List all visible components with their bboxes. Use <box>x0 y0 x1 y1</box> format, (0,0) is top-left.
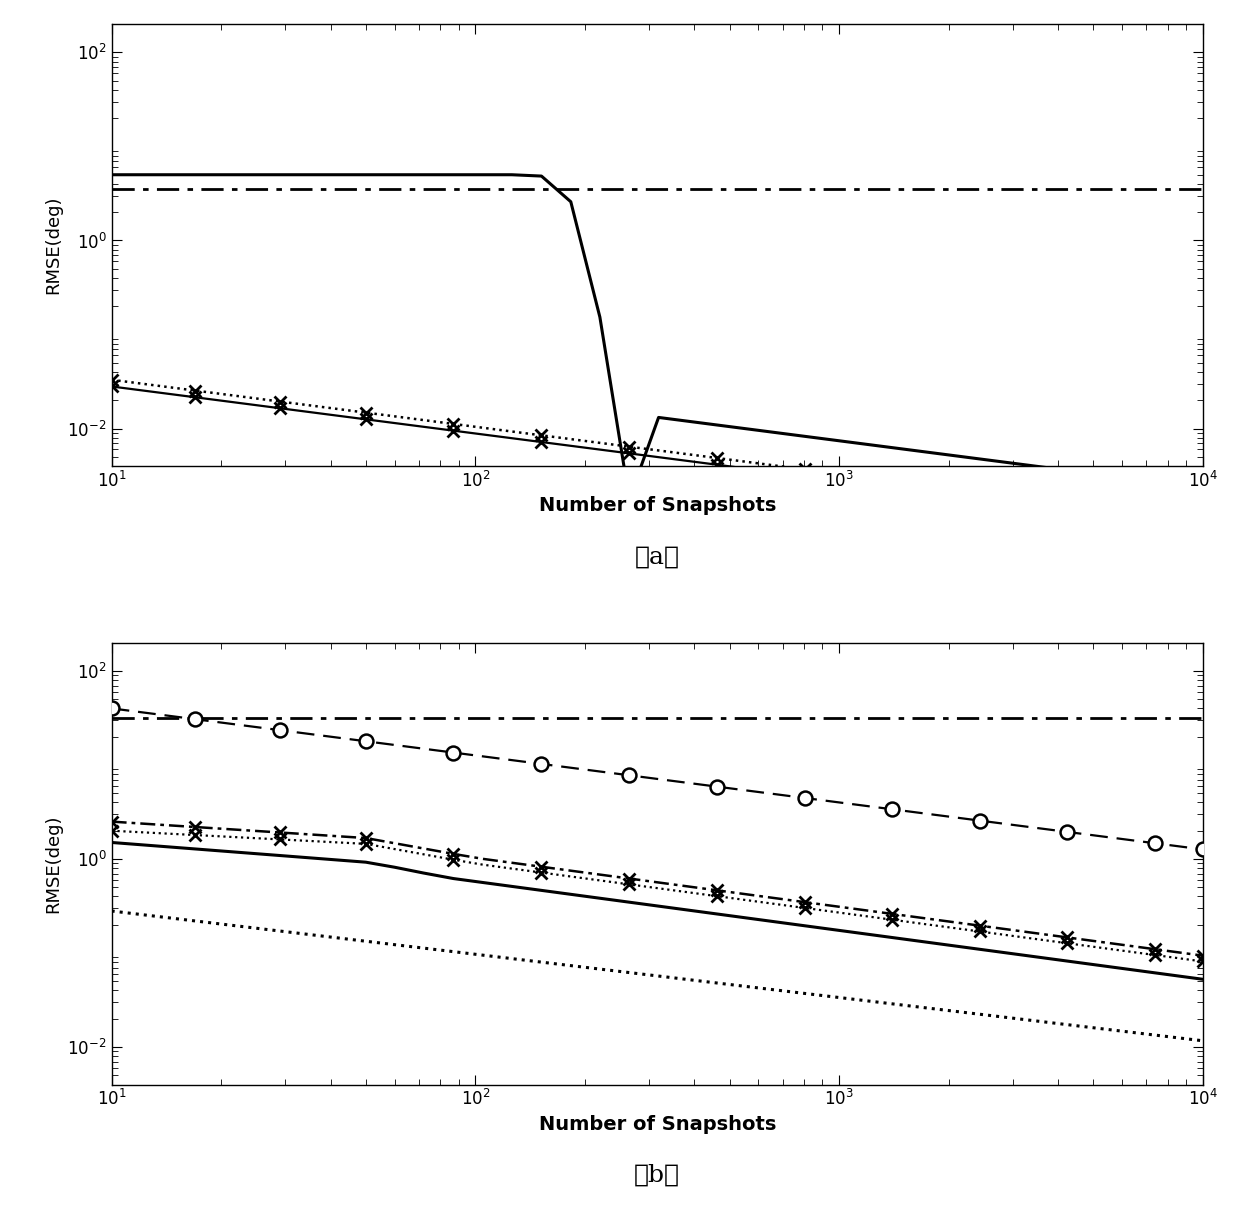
Text: （b）: （b） <box>634 1164 681 1187</box>
Text: （a）: （a） <box>635 546 680 569</box>
Y-axis label: RMSE(deg): RMSE(deg) <box>43 815 62 913</box>
Y-axis label: RMSE(deg): RMSE(deg) <box>43 195 62 294</box>
X-axis label: Number of Snapshots: Number of Snapshots <box>538 1115 776 1134</box>
X-axis label: Number of Snapshots: Number of Snapshots <box>538 496 776 516</box>
